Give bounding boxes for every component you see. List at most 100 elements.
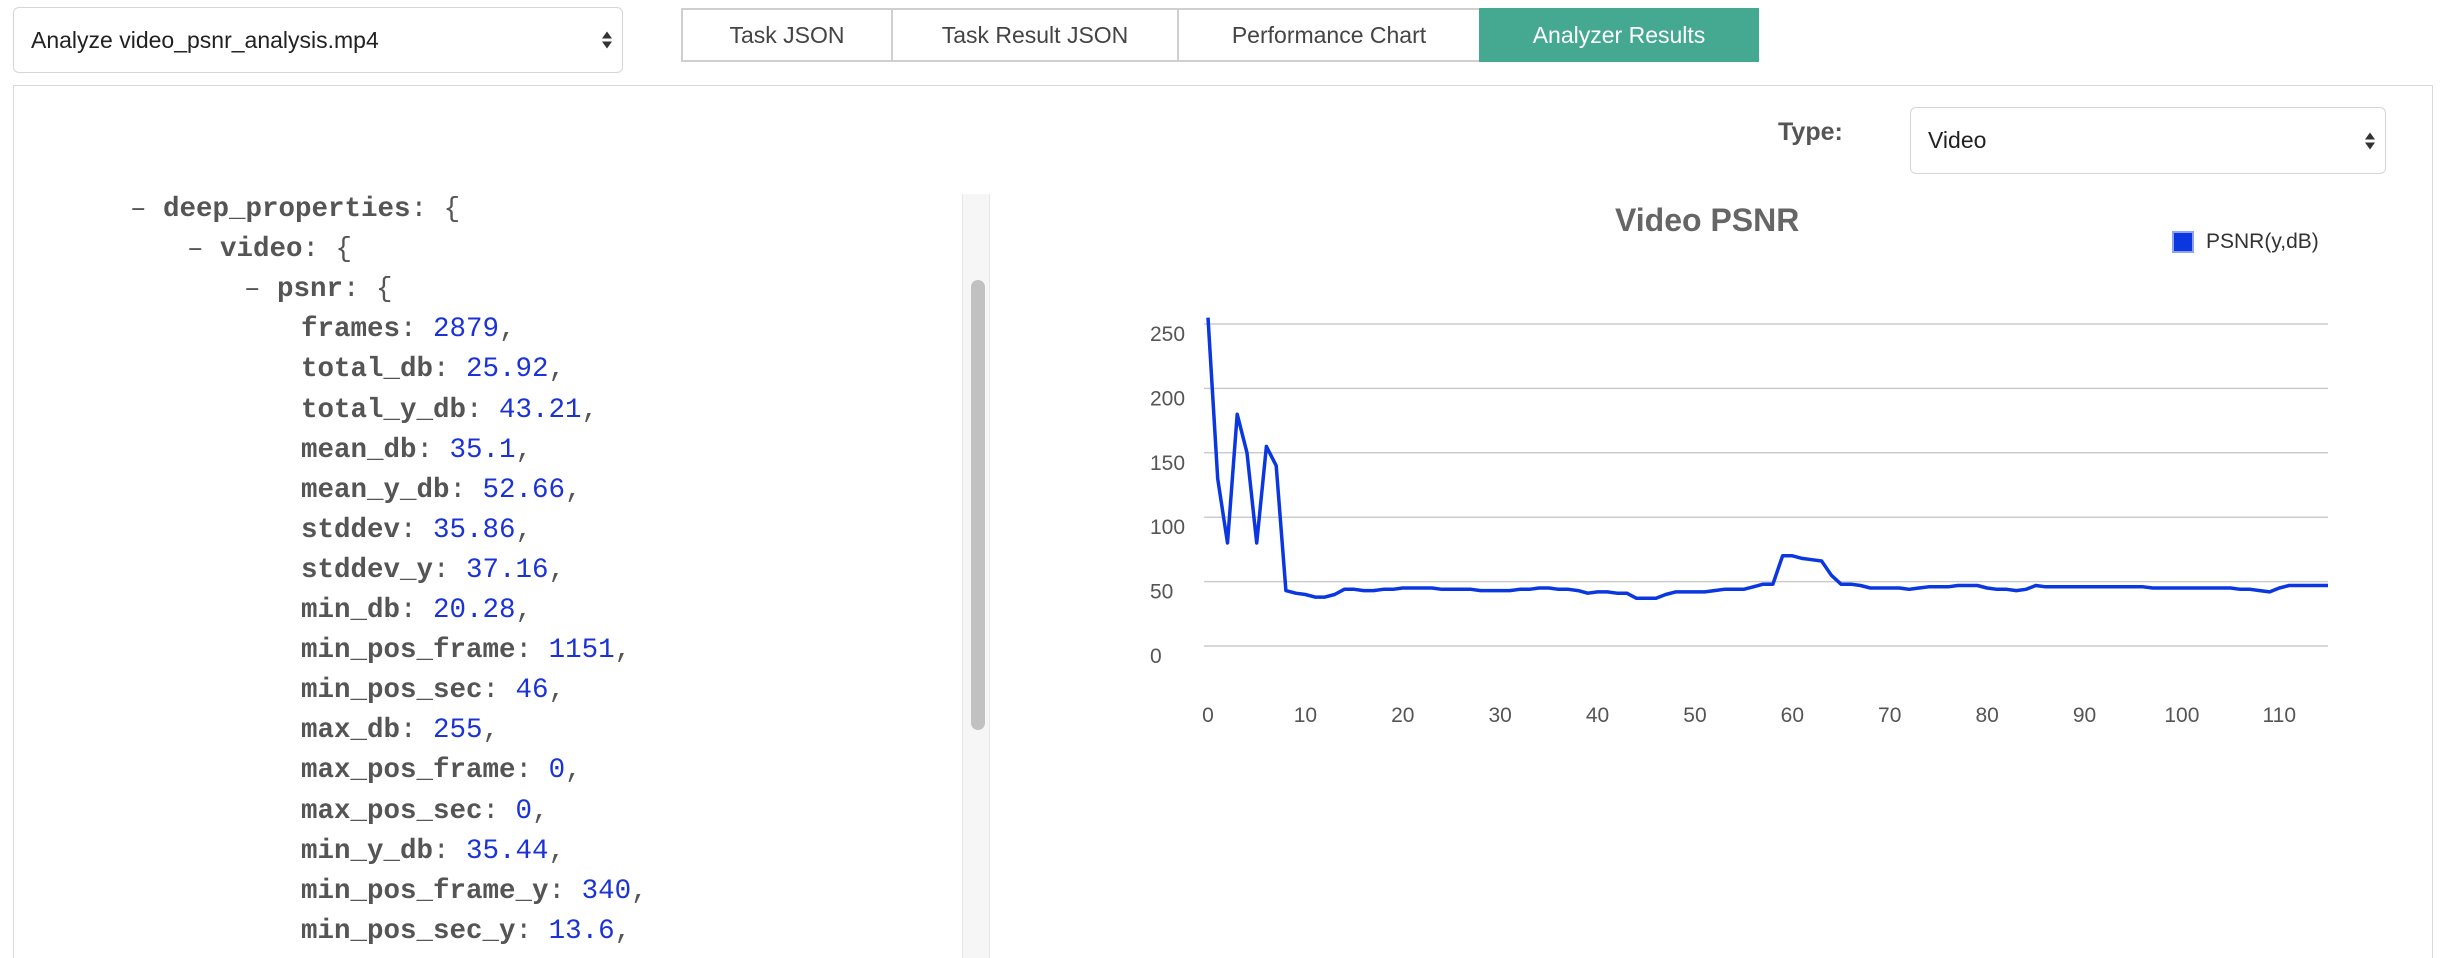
- json-collapse-toggle[interactable]: –: [130, 194, 164, 225]
- tab-label: Task JSON: [729, 21, 845, 48]
- json-punct: :: [482, 795, 516, 827]
- json-key: total_y_db: [301, 394, 467, 426]
- type-select[interactable]: Video: [1910, 107, 2386, 174]
- json-key: video: [220, 234, 303, 266]
- json-punct: :: [416, 434, 450, 466]
- json-key: min_y_db: [301, 835, 434, 867]
- x-tick-label: 60: [1781, 704, 1804, 727]
- json-value: 52.66: [482, 474, 566, 506]
- json-punct: :: [466, 394, 500, 426]
- json-line: max_db: 255,: [301, 711, 499, 751]
- tab-task-json[interactable]: Task JSON: [681, 8, 893, 62]
- json-collapse-toggle[interactable]: –: [244, 274, 278, 306]
- json-line: min_pos_frame: 1151,: [301, 631, 631, 671]
- json-value: 25.92: [466, 354, 549, 386]
- json-line: frames: 2879,: [301, 310, 516, 350]
- json-punct: : {: [410, 194, 461, 225]
- json-punct: :: [433, 554, 467, 586]
- json-comma: ,: [565, 474, 582, 506]
- json-line: – deep_properties: {: [130, 190, 460, 230]
- json-value: 35.86: [433, 514, 516, 546]
- tab-performance-chart[interactable]: Performance Chart: [1177, 8, 1481, 62]
- json-line: min_pos_frame_y: 340,: [301, 872, 648, 912]
- x-tick-label: 40: [1586, 704, 1609, 727]
- json-key: min_pos_sec: [301, 675, 483, 707]
- json-key: min_pos_frame: [301, 635, 516, 667]
- json-key: deep_properties: [163, 194, 411, 225]
- json-key: max_pos_frame: [301, 755, 516, 787]
- json-line: total_db: 25.92,: [301, 350, 565, 390]
- json-scrollbar[interactable]: [962, 194, 990, 958]
- json-comma: ,: [548, 354, 566, 386]
- json-punct: :: [400, 715, 434, 747]
- tab-task-result-json[interactable]: Task Result JSON: [891, 8, 1179, 62]
- json-comma: ,: [548, 554, 566, 586]
- x-tick-label: 110: [2263, 704, 2296, 727]
- y-tick-label: 250: [1150, 323, 1185, 346]
- json-comma: ,: [515, 595, 533, 626]
- json-line: min_pos_sec_y: 13.6,: [301, 912, 631, 952]
- json-punct: :: [449, 474, 483, 506]
- chart-legend: PSNR(y,dB): [2172, 230, 2319, 254]
- json-line: min_pos_sec: 46,: [301, 671, 565, 711]
- json-key: stddev_y: [301, 554, 434, 586]
- json-punct: :: [400, 314, 434, 346]
- json-line: max_pos_frame: 0,: [301, 751, 582, 791]
- json-punct: :: [548, 875, 582, 907]
- json-key: max_pos_sec: [301, 795, 483, 827]
- json-line: max_pos_sec: 0,: [301, 792, 549, 832]
- y-tick-label: 50: [1150, 581, 1173, 604]
- tab-bar: Task JSON Task Result JSON Performance C…: [681, 8, 1759, 62]
- x-tick-label: 0: [1202, 704, 1214, 727]
- file-select-value: Analyze video_psnr_analysis.mp4: [31, 26, 379, 53]
- json-punct: : {: [343, 274, 393, 306]
- json-punct: :: [515, 755, 549, 787]
- psnr-chart: 0 50 100 150 200 250 0 10 20 30 40 50 60 70 80 90 100 110: [1150, 317, 2328, 727]
- json-punct: :: [515, 635, 549, 667]
- x-tick-label: 70: [1878, 704, 1901, 727]
- json-value: 37.16: [466, 554, 549, 586]
- json-line: total_y_db: 43.21,: [301, 391, 598, 431]
- tab-analyzer-results[interactable]: Analyzer Results: [1479, 8, 1759, 62]
- json-line: stddev_y: 37.16,: [301, 551, 565, 591]
- json-comma: ,: [614, 635, 632, 667]
- chart-title: Video PSNR: [1615, 202, 1800, 238]
- json-comma: ,: [515, 434, 533, 466]
- json-key: mean_db: [301, 434, 417, 466]
- file-select[interactable]: Analyze video_psnr_analysis.mp4: [13, 7, 623, 73]
- json-value: 255: [433, 715, 483, 747]
- json-value: 13.6: [548, 915, 615, 947]
- json-line: stddev: 35.86,: [301, 511, 532, 551]
- x-tick-label: 50: [1683, 704, 1706, 727]
- json-punct: : {: [302, 234, 353, 266]
- legend-label: PSNR(y,dB): [2206, 230, 2319, 253]
- x-tick-label: 80: [1975, 704, 1998, 727]
- json-key: frames: [301, 314, 401, 346]
- tab-label: Analyzer Results: [1532, 21, 1706, 48]
- json-value: 0: [515, 795, 533, 827]
- json-punct: :: [433, 835, 467, 867]
- json-value: 46: [515, 675, 549, 707]
- series-line-0: [1206, 317, 2328, 601]
- y-tick-label: 100: [1150, 516, 1185, 539]
- json-key: min_pos_frame_y: [301, 875, 549, 907]
- json-comma: ,: [614, 915, 632, 947]
- type-label: Type:: [1778, 118, 1843, 146]
- json-punct: :: [482, 675, 516, 707]
- json-line: min_y_db: 35.44,: [301, 832, 565, 872]
- scroll-thumb[interactable]: [971, 280, 985, 730]
- tab-label: Performance Chart: [1231, 21, 1427, 48]
- x-tick-label: 100: [2164, 704, 2199, 727]
- x-tick-label: 20: [1391, 704, 1414, 727]
- json-key: mean_y_db: [301, 474, 450, 506]
- json-punct: :: [400, 595, 434, 626]
- json-value: 0: [548, 755, 566, 787]
- json-line: – video: {: [187, 230, 352, 270]
- json-key: max_db: [301, 715, 401, 747]
- json-comma: ,: [565, 755, 582, 787]
- y-tick-label: 150: [1150, 452, 1185, 475]
- json-collapse-toggle[interactable]: –: [187, 234, 221, 266]
- json-punct: :: [400, 514, 434, 546]
- json-punct: :: [433, 354, 467, 386]
- json-value: 340: [581, 875, 632, 907]
